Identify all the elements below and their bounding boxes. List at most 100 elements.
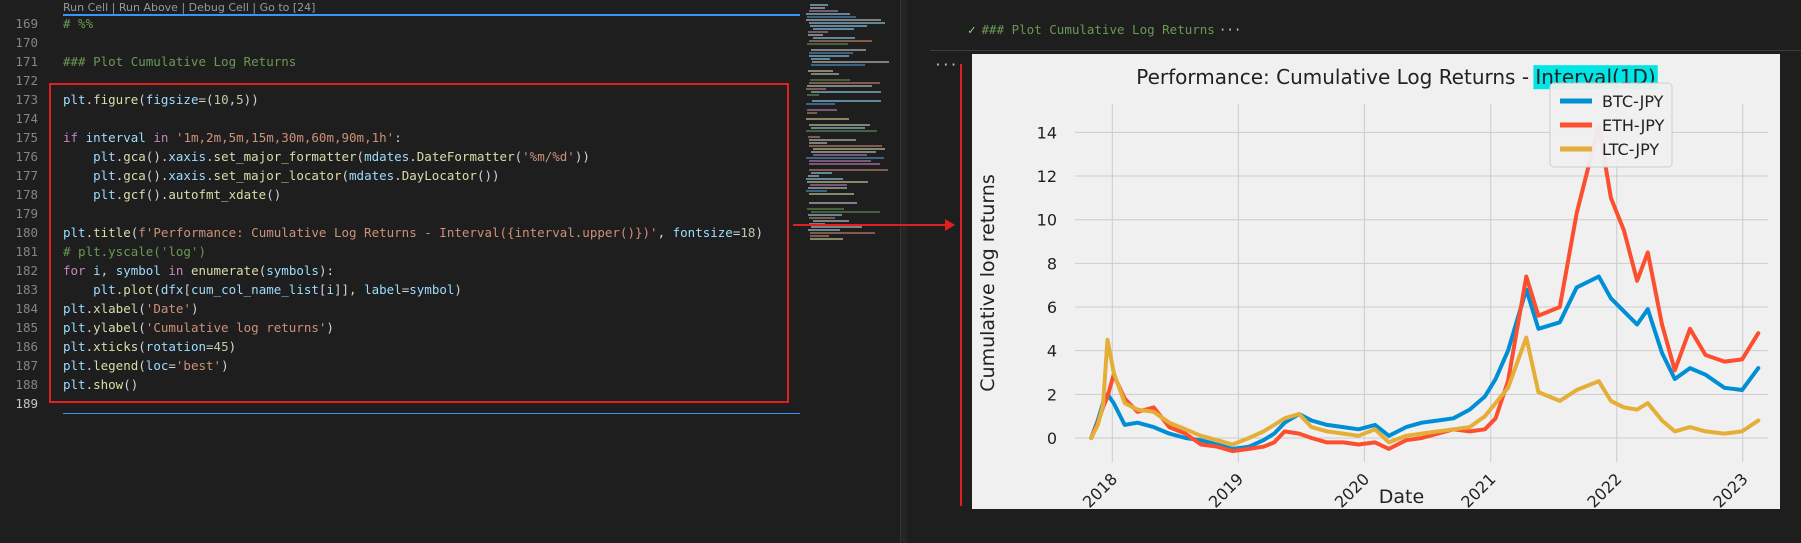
y-tick-label: 14 xyxy=(1037,123,1057,142)
minimap-line xyxy=(811,226,862,228)
code-editor[interactable]: Run Cell | Run Above | Debug Cell | Go t… xyxy=(0,0,800,543)
minimap-line xyxy=(810,79,850,81)
codelens-actions[interactable]: Run Cell | Run Above | Debug Cell | Go t… xyxy=(63,1,316,14)
code-line-171[interactable]: ### Plot Cumulative Log Returns xyxy=(63,52,296,71)
code-line-181[interactable]: # plt.yscale('log') xyxy=(63,242,206,261)
code-line-169[interactable]: # %% xyxy=(63,14,93,33)
cell-separator-bottom xyxy=(63,413,800,414)
legend-label: LTC-JPY xyxy=(1602,140,1659,159)
code-line-185[interactable]: plt.ylabel('Cumulative log returns') xyxy=(63,320,334,335)
line-number: 188 xyxy=(15,377,38,392)
minimap-line xyxy=(811,127,865,129)
output-cell-header[interactable]: ✓ ### Plot Cumulative Log Returns ··· xyxy=(968,22,1241,37)
minimap-line xyxy=(809,82,880,84)
line-number: 179 xyxy=(15,206,38,221)
minimap-line xyxy=(808,31,828,33)
line-number: 177 xyxy=(15,168,38,183)
output-cell-title: ### Plot Cumulative Log Returns xyxy=(981,22,1215,37)
annotation-arrow-line xyxy=(793,224,948,226)
minimap-line xyxy=(808,175,819,177)
series-line-btc-jpy xyxy=(1089,274,1761,451)
minimap-line xyxy=(808,214,842,216)
annotation-vertical-line xyxy=(960,64,962,506)
minimap-line xyxy=(807,181,868,183)
chart-title: Performance: Cumulative Log Returns - In… xyxy=(1136,65,1655,89)
minimap-line xyxy=(806,157,884,159)
minimap-line xyxy=(809,160,871,162)
minimap-line xyxy=(806,103,835,105)
y-tick-label: 12 xyxy=(1037,167,1057,186)
minimap-line xyxy=(807,16,856,18)
minimap-line xyxy=(810,25,867,27)
minimap-line xyxy=(811,151,876,153)
legend-label: BTC-JPY xyxy=(1602,92,1664,111)
code-line-175[interactable]: if interval in '1m,2m,5m,15m,30m,60m,90m… xyxy=(63,130,402,145)
minimap-line xyxy=(808,187,847,189)
minimap-line xyxy=(809,193,854,195)
markdown-heading-comment: ### Plot Cumulative Log Returns xyxy=(63,54,297,69)
y-tick-label: 6 xyxy=(1047,298,1057,317)
scrollbar-track[interactable] xyxy=(900,0,907,543)
line-number: 187 xyxy=(15,358,38,373)
code-line-183[interactable]: plt.plot(dfx[cum_col_name_list[i]], labe… xyxy=(93,282,462,297)
line-number: 189 xyxy=(15,396,38,411)
line-number: 173 xyxy=(15,92,38,107)
y-axis-label: Cumulative log returns xyxy=(977,174,999,391)
line-number: 180 xyxy=(15,225,38,240)
line-number: 182 xyxy=(15,263,38,278)
minimap[interactable] xyxy=(800,0,900,543)
minimap-line xyxy=(810,238,843,240)
minimap-line xyxy=(812,61,889,63)
x-axis-label: Date xyxy=(1379,486,1424,508)
code-line-182[interactable]: for i, symbol in enumerate(symbols): xyxy=(63,263,334,278)
line-chart: Performance: Cumulative Log Returns - In… xyxy=(972,54,1780,512)
code-line-176[interactable]: plt.gca().xaxis.set_major_formatter(mdat… xyxy=(93,149,590,164)
minimap-line xyxy=(807,208,844,210)
code-line-178[interactable]: plt.gcf().autofmt_xdate() xyxy=(93,187,282,202)
line-number: 186 xyxy=(15,339,38,354)
minimap-line xyxy=(807,43,848,45)
minimap-line xyxy=(808,136,820,138)
minimap-line xyxy=(811,91,881,93)
code-line-184[interactable]: plt.xlabel('Date') xyxy=(63,301,199,316)
minimap-line xyxy=(806,178,843,180)
minimap-line xyxy=(813,220,849,222)
code-line-180[interactable]: plt.title(f'Performance: Cumulative Log … xyxy=(63,225,763,240)
minimap-line xyxy=(813,37,855,39)
code-line-173[interactable]: plt.figure(figsize=(10,5)) xyxy=(63,92,259,107)
line-number: 174 xyxy=(15,111,38,126)
minimap-line xyxy=(811,58,830,60)
minimap-line xyxy=(806,190,827,192)
output-divider xyxy=(930,50,1801,51)
line-number-gutter: 169 170 171 172 173 174 175 176 177 178 179 180 181 1… xyxy=(0,0,52,543)
code-line-186[interactable]: plt.xticks(rotation=45) xyxy=(63,339,237,354)
minimap-line xyxy=(809,40,872,42)
output-more-actions-button[interactable]: ··· xyxy=(934,58,958,73)
minimap-line xyxy=(810,184,847,186)
code-line-188[interactable]: plt.show() xyxy=(63,377,139,392)
code-line-187[interactable]: plt.legend(loc='best') xyxy=(63,358,229,373)
line-number: 170 xyxy=(15,35,38,50)
chart-title-text: Performance: Cumulative Log Returns - xyxy=(1136,65,1535,89)
line-number: 172 xyxy=(15,73,38,88)
y-tick-label: 2 xyxy=(1047,385,1057,404)
minimap-line xyxy=(809,217,835,219)
minimap-line xyxy=(811,172,832,174)
minimap-line xyxy=(806,88,826,90)
line-number: 185 xyxy=(15,320,38,335)
minimap-line xyxy=(811,49,866,51)
cell-separator-top xyxy=(63,14,800,16)
minimap-line xyxy=(806,118,849,120)
minimap-line xyxy=(809,22,885,24)
more-icon[interactable]: ··· xyxy=(1218,22,1242,37)
minimap-line xyxy=(809,142,827,144)
minimap-line xyxy=(809,10,838,12)
line-number: 183 xyxy=(15,282,38,297)
code-line-177[interactable]: plt.gca().xaxis.set_major_locator(mdates… xyxy=(93,168,500,183)
minimap-line xyxy=(806,19,881,21)
line-number: 175 xyxy=(15,130,38,145)
minimap-line xyxy=(809,124,870,126)
line-number: 178 xyxy=(15,187,38,202)
commented-code: # plt.yscale('log') xyxy=(63,244,206,259)
minimap-line xyxy=(807,85,872,87)
